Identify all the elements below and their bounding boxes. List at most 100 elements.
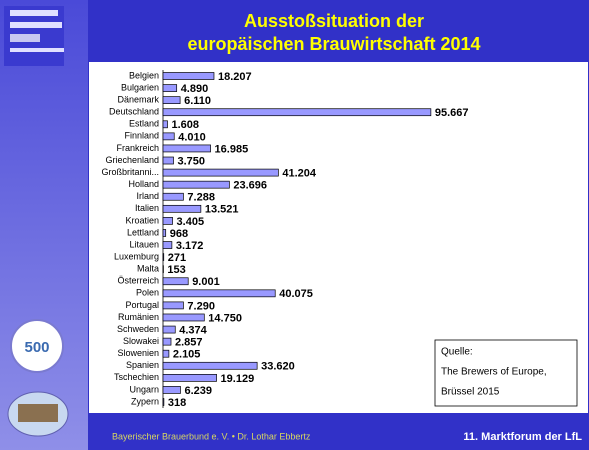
value-label: 18.207: [218, 71, 252, 83]
value-label: 1.608: [172, 119, 200, 131]
logo-line: [10, 34, 40, 42]
title: europäischen Brauwirtschaft 2014: [187, 34, 480, 54]
y-tick-label: Tschechien: [114, 372, 159, 382]
value-label: 14.750: [208, 312, 242, 324]
logo-line: [10, 10, 58, 16]
value-label: 2.857: [175, 337, 203, 349]
bar: [162, 301, 184, 310]
value-label: 41.204: [282, 167, 317, 179]
y-tick-label: Großbritanni...: [101, 167, 159, 177]
y-tick-label: Polen: [136, 288, 159, 298]
bar: [162, 156, 174, 165]
bar: [162, 120, 168, 129]
source-text: Brüssel 2015: [441, 387, 500, 398]
title: Ausstoßsituation der: [244, 11, 424, 31]
bar: [162, 217, 173, 225]
footer-right: 11. Marktforum der LfL: [463, 431, 582, 443]
y-tick-label: Deutschland: [109, 107, 159, 117]
value-label: 40.075: [279, 288, 313, 300]
y-tick-label: Ungarn: [129, 384, 159, 394]
value-label: 95.667: [435, 107, 469, 119]
y-tick-label: Slowenien: [117, 348, 159, 358]
logo-line: [10, 48, 64, 52]
bar: [162, 349, 170, 358]
value-label: 2.105: [173, 349, 201, 361]
y-tick-label: Lettland: [127, 227, 159, 237]
bar: [162, 289, 276, 298]
y-tick-label: Österreich: [117, 276, 159, 286]
bar: [162, 277, 189, 286]
y-tick-label: Rumänien: [118, 312, 159, 322]
value-label: 4.374: [179, 324, 207, 336]
footer-left: Bayerischer Brauerbund e. V. • Dr. Lotha…: [112, 431, 311, 441]
y-tick-label: Italien: [135, 203, 159, 213]
bar: [162, 253, 165, 261]
bar: [162, 313, 205, 322]
y-tick-label: Griechenland: [105, 155, 159, 165]
y-tick-label: Spanien: [126, 360, 159, 370]
value-label: 3.172: [176, 240, 204, 252]
bar: [162, 374, 217, 382]
bar: [162, 325, 176, 334]
y-tick-label: Dänemark: [117, 95, 159, 105]
value-label: 968: [170, 228, 188, 240]
bar: [162, 132, 175, 141]
badge: [10, 319, 64, 373]
y-tick-label: Litauen: [129, 239, 159, 249]
badge-text: 500: [24, 339, 49, 356]
value-label: 6.110: [184, 95, 211, 107]
value-label: 9.001: [192, 276, 220, 288]
value-label: 271: [168, 252, 186, 264]
logo-line: [10, 22, 62, 28]
bar: [162, 241, 173, 249]
value-label: 3.405: [177, 216, 205, 228]
bar: [162, 204, 202, 213]
y-tick-label: Estland: [129, 119, 159, 129]
bar: [162, 84, 178, 92]
bar: [162, 229, 167, 237]
bar: [162, 144, 211, 153]
value-label: 7.288: [187, 192, 215, 204]
y-tick-label: Frankreich: [116, 143, 159, 153]
bar: [162, 72, 215, 80]
source-text: The Brewers of Europe,: [441, 367, 547, 378]
value-label: 3.750: [178, 155, 206, 167]
value-label: 7.290: [187, 300, 215, 312]
bar: [162, 180, 230, 189]
y-tick-label: Zypern: [131, 396, 159, 406]
bar: [162, 96, 181, 104]
bar: [162, 168, 279, 177]
y-tick-label: Luxemburg: [114, 251, 159, 261]
value-label: 6.239: [184, 385, 212, 397]
y-tick-label: Kroatien: [125, 215, 159, 225]
y-tick-label: Irland: [136, 191, 159, 201]
value-label: 16.985: [215, 143, 249, 155]
value-label: 153: [167, 264, 185, 276]
bar: [162, 398, 165, 406]
bar: [162, 108, 432, 117]
y-tick-label: Belgien: [129, 70, 159, 80]
bar: [162, 386, 181, 394]
source-box: [434, 339, 578, 407]
y-tick-label: Malta: [137, 264, 159, 274]
value-label: 318: [168, 397, 186, 409]
emblem-inner: [18, 404, 58, 422]
bar: [162, 192, 184, 201]
sidebar: [0, 0, 88, 450]
value-label: 4.010: [178, 131, 206, 143]
bar: [162, 337, 172, 346]
value-label: 19.129: [221, 373, 255, 385]
value-label: 4.890: [181, 83, 209, 95]
value-label: 33.620: [261, 361, 295, 373]
y-tick-label: Slowakei: [123, 336, 159, 346]
bar: [162, 361, 258, 370]
y-tick-label: Finnland: [124, 131, 159, 141]
y-tick-label: Schweden: [117, 324, 159, 334]
y-tick-label: Portugal: [125, 300, 159, 310]
y-tick-label: Bulgarien: [121, 82, 159, 92]
source-text: Quelle:: [441, 347, 473, 358]
value-label: 13.521: [205, 204, 239, 216]
y-tick-label: Holland: [128, 179, 159, 189]
value-label: 23.696: [233, 180, 267, 192]
